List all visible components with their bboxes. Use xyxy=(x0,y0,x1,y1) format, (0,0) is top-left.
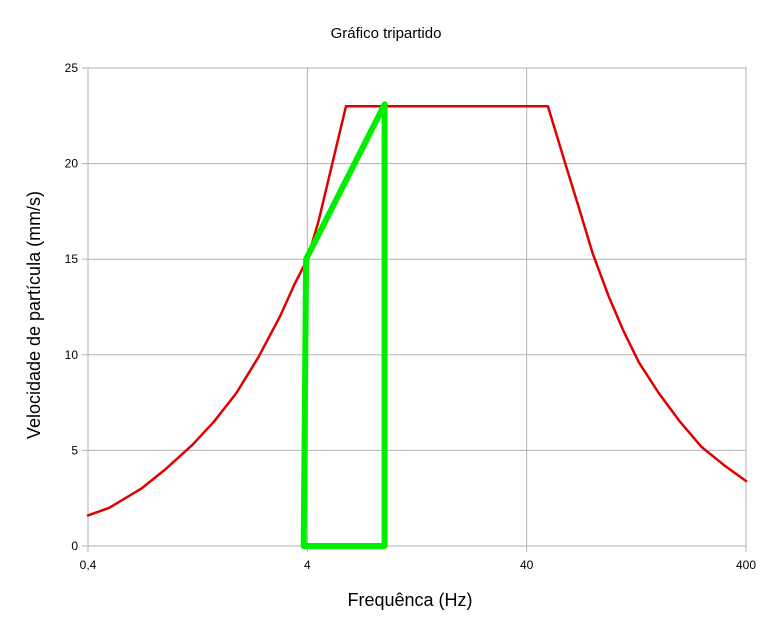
x-tick-label: 400 xyxy=(736,558,756,572)
y-tick-label: 10 xyxy=(65,348,79,362)
x-tick-label: 40 xyxy=(520,558,534,572)
y-tick-label: 20 xyxy=(65,157,79,171)
x-axis-ticks: 0,4 4 40 400 xyxy=(80,546,756,572)
y-tick-label: 5 xyxy=(71,443,78,457)
series-line-2 xyxy=(300,101,388,549)
series-line-1 xyxy=(86,104,748,517)
x-tick-label: 0,4 xyxy=(80,558,97,572)
x-tick-label: 4 xyxy=(304,558,311,572)
plot-area-frame xyxy=(87,67,747,547)
x-axis-title: Frequênca (Hz) xyxy=(347,590,472,610)
series-layer xyxy=(86,101,748,549)
y-tick-label: 0 xyxy=(71,539,78,553)
y-tick-label: 25 xyxy=(65,61,79,75)
y-axis-ticks: 0 5 10 15 20 25 xyxy=(65,61,88,553)
chart-title: Gráfico tripartido xyxy=(331,25,442,42)
y-tick-label: 15 xyxy=(65,252,79,266)
y-axis-title: Velocidade de partícula (mm/s) xyxy=(24,191,44,439)
